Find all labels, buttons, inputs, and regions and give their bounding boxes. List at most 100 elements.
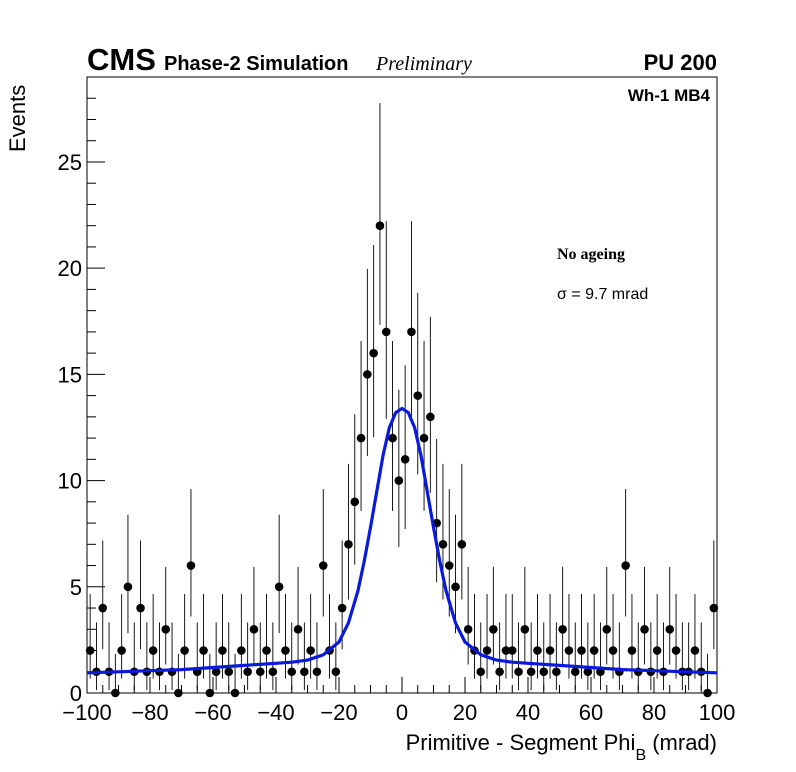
data-point <box>350 414 360 565</box>
point-marker <box>495 667 504 677</box>
point-marker <box>230 688 240 698</box>
data-point <box>514 622 523 691</box>
point-marker <box>394 476 404 485</box>
point-marker <box>570 667 580 677</box>
data-point <box>98 540 108 650</box>
data-point <box>671 594 681 679</box>
point-marker <box>426 412 435 422</box>
point-marker <box>224 667 234 677</box>
point-marker <box>331 667 341 677</box>
y-tick-label: 0 <box>70 681 82 706</box>
point-marker <box>539 667 549 677</box>
point-marker <box>237 646 246 655</box>
y-tick-label: 5 <box>70 575 82 600</box>
point-marker <box>268 667 278 677</box>
data-point <box>602 566 612 665</box>
data-point <box>577 594 586 679</box>
x-axis-title-subscript: B <box>635 747 646 764</box>
data-point <box>394 389 404 547</box>
data-point <box>652 594 662 679</box>
point-marker <box>199 646 208 655</box>
point-marker <box>457 540 467 549</box>
data-point <box>369 244 378 438</box>
data-point <box>293 566 303 665</box>
point-marker <box>123 582 133 592</box>
point-marker <box>665 624 675 634</box>
data-point <box>407 221 416 419</box>
data-point <box>287 622 297 691</box>
data-point <box>520 566 530 665</box>
point-marker <box>388 433 397 443</box>
point-marker <box>312 667 322 677</box>
data-point <box>123 514 133 634</box>
data-point <box>482 594 492 679</box>
data-point <box>268 622 278 691</box>
data-point <box>451 514 460 634</box>
point-marker <box>381 327 391 337</box>
data-point <box>318 489 328 617</box>
data-point <box>539 622 549 691</box>
point-marker <box>438 540 448 549</box>
data-point <box>375 103 385 325</box>
data-points <box>85 103 719 698</box>
y-tick-label: 10 <box>58 469 82 494</box>
sigma-label: σ = 9.7 mrad <box>557 286 648 303</box>
simulation-label: Phase-2 Simulation <box>164 53 349 75</box>
point-marker <box>451 582 460 592</box>
data-point <box>85 594 95 679</box>
data-point <box>337 540 347 650</box>
point-marker <box>375 221 385 230</box>
data-point <box>388 341 397 511</box>
point-marker <box>583 667 593 677</box>
data-point <box>495 622 504 691</box>
point-marker <box>186 561 196 570</box>
point-marker <box>608 646 618 655</box>
point-marker <box>205 688 215 698</box>
data-point <box>243 622 252 691</box>
point-marker <box>306 646 315 655</box>
point-marker <box>564 646 574 655</box>
point-marker <box>218 646 227 655</box>
point-marker <box>577 646 586 655</box>
region-label: Wh-1 MB4 <box>628 86 711 105</box>
point-marker <box>489 624 498 634</box>
condition-label: No ageing <box>557 246 625 263</box>
point-marker <box>148 646 158 655</box>
data-point <box>463 566 473 665</box>
point-marker <box>85 646 95 655</box>
point-marker <box>476 667 486 677</box>
data-point <box>665 566 675 665</box>
data-point <box>199 594 208 679</box>
point-marker <box>337 603 347 613</box>
x-tick-label: −40 <box>257 700 294 725</box>
point-marker <box>507 646 517 655</box>
data-point <box>507 594 517 679</box>
y-tick-label: 20 <box>58 256 82 281</box>
fit-curve <box>86 406 718 675</box>
data-point <box>331 622 341 691</box>
data-point <box>426 316 435 493</box>
x-tick-label: 100 <box>699 700 736 725</box>
x-axis: −100 −80 −60 −40 −20 0 20 40 60 80 100 <box>62 677 735 725</box>
point-marker <box>161 624 171 634</box>
point-marker <box>526 667 536 677</box>
point-marker <box>652 646 662 655</box>
x-axis-title-unit: (mrad) <box>646 730 717 755</box>
data-point <box>136 540 145 650</box>
data-point <box>180 594 189 679</box>
point-marker <box>136 603 145 613</box>
point-marker <box>350 497 360 507</box>
data-point <box>589 594 599 679</box>
x-tick-label: −60 <box>194 700 231 725</box>
point-marker <box>413 391 423 400</box>
data-point <box>627 594 637 679</box>
point-marker <box>98 603 108 613</box>
point-marker <box>520 624 530 634</box>
data-point <box>381 221 391 419</box>
point-marker <box>621 561 630 570</box>
data-point <box>205 653 215 698</box>
data-point <box>400 365 410 529</box>
data-point <box>558 566 567 665</box>
point-marker <box>274 582 284 592</box>
